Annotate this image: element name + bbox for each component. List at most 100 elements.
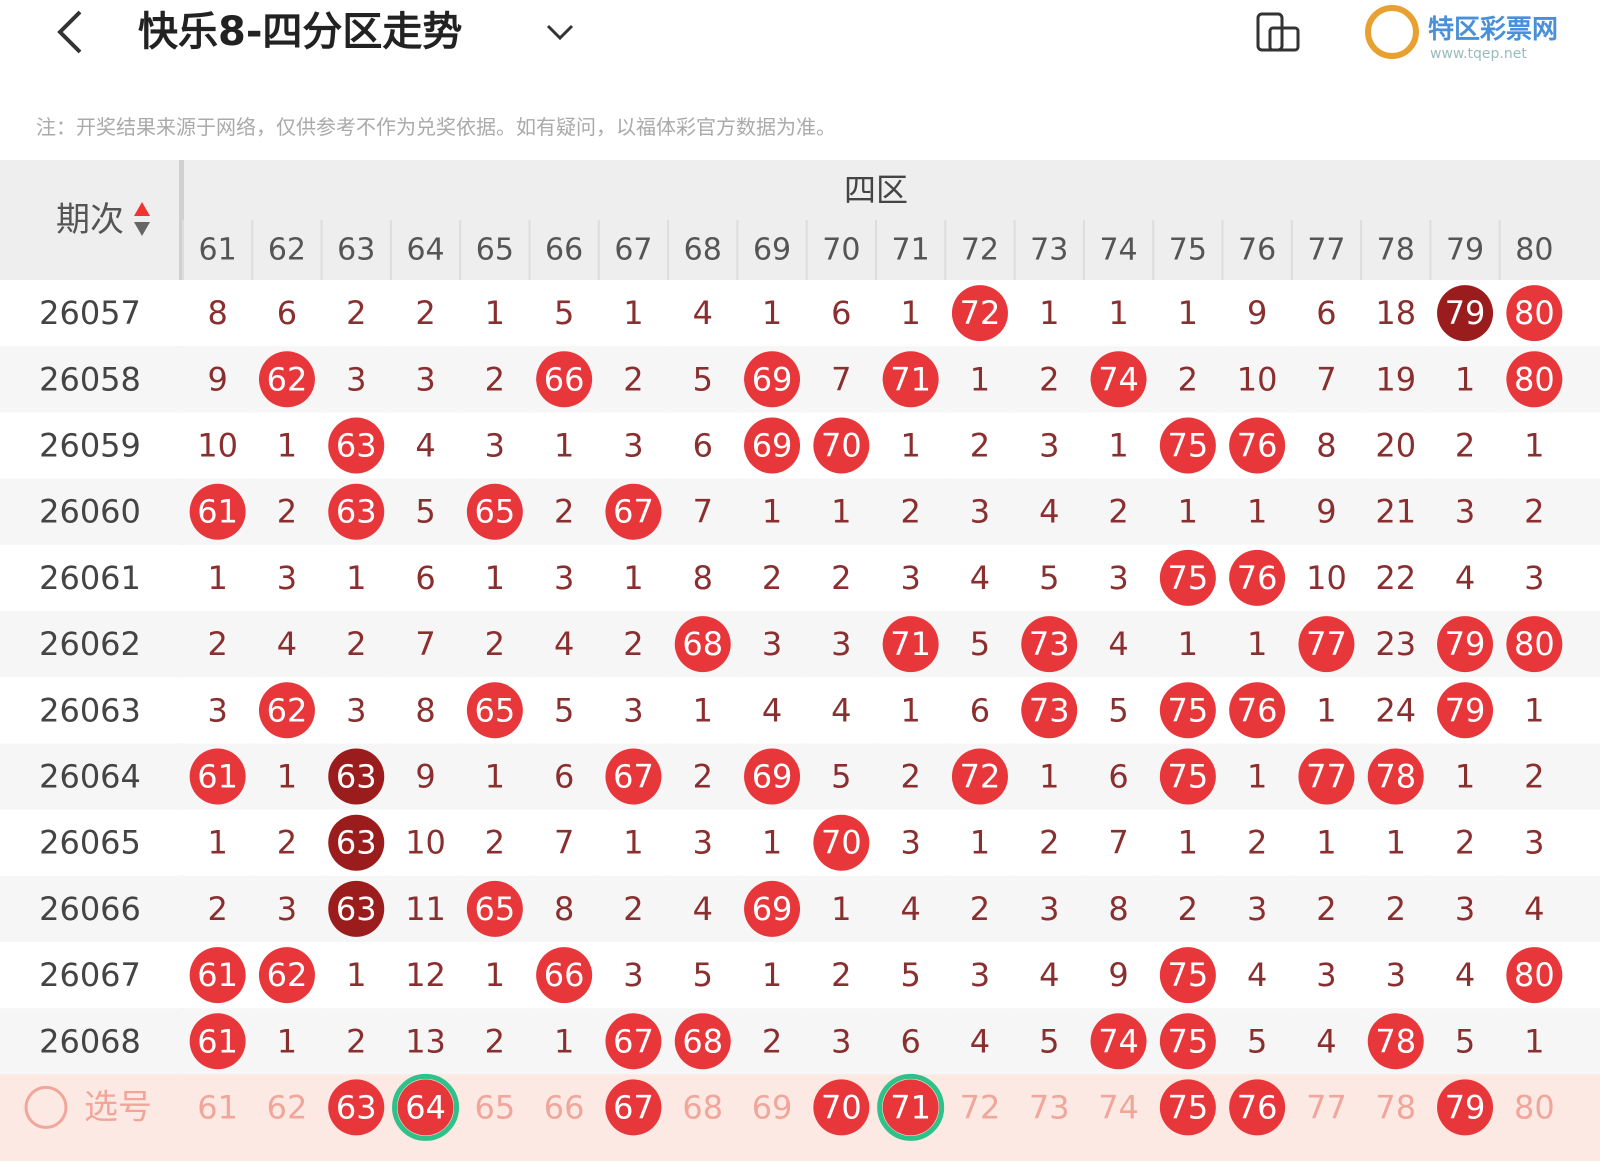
hit-number: 80 xyxy=(1514,294,1555,332)
select-number[interactable]: 69 xyxy=(752,1088,793,1126)
selected-ball[interactable] xyxy=(328,1079,385,1136)
select-number[interactable]: 70 xyxy=(821,1088,862,1126)
miss-count: 6 xyxy=(900,1022,920,1060)
miss-count: 5 xyxy=(970,625,990,663)
miss-count: 5 xyxy=(1039,1022,1059,1060)
select-number[interactable]: 71 xyxy=(890,1088,931,1126)
miss-count: 1 xyxy=(1524,1022,1544,1060)
miss-count: 1 xyxy=(277,758,297,796)
hit-ball xyxy=(605,483,662,540)
miss-count: 6 xyxy=(970,691,990,729)
hit-number: 76 xyxy=(1237,427,1278,465)
miss-count: 6 xyxy=(277,294,297,332)
miss-count: 20 xyxy=(1375,427,1416,465)
miss-count: 2 xyxy=(277,824,297,862)
miss-count: 2 xyxy=(623,360,643,398)
issue-number: 26065 xyxy=(39,824,141,862)
miss-count: 1 xyxy=(1039,758,1059,796)
selected-ball[interactable] xyxy=(813,1079,870,1136)
miss-count: 3 xyxy=(623,691,643,729)
hit-number: 78 xyxy=(1375,758,1416,796)
miss-count: 1 xyxy=(485,956,505,994)
selected-ball[interactable] xyxy=(1159,1079,1216,1136)
selected-ball[interactable] xyxy=(1437,1079,1494,1136)
brand-name: 特区彩票网 xyxy=(1428,14,1558,45)
select-number[interactable]: 61 xyxy=(197,1088,238,1126)
miss-count: 5 xyxy=(693,360,713,398)
selected-ball[interactable] xyxy=(1229,1079,1286,1136)
select-number[interactable]: 75 xyxy=(1167,1088,1208,1126)
column-header: 66 xyxy=(545,233,583,268)
select-number[interactable]: 62 xyxy=(267,1088,308,1126)
miss-count: 1 xyxy=(1524,691,1544,729)
miss-count: 10 xyxy=(1237,360,1278,398)
miss-count: 2 xyxy=(831,559,851,597)
select-number[interactable]: 78 xyxy=(1375,1088,1416,1126)
miss-count: 1 xyxy=(900,294,920,332)
miss-count: 1 xyxy=(485,294,505,332)
select-number[interactable]: 68 xyxy=(682,1088,723,1126)
hit-number: 75 xyxy=(1167,427,1208,465)
hit-ball xyxy=(882,616,939,673)
miss-count: 10 xyxy=(1306,559,1347,597)
hit-ball xyxy=(328,880,385,937)
miss-count: 1 xyxy=(623,824,643,862)
issue-header[interactable]: 期次 xyxy=(56,200,124,240)
select-number[interactable]: 79 xyxy=(1445,1088,1486,1126)
issue-number: 26066 xyxy=(39,890,141,928)
column-header: 64 xyxy=(406,233,444,268)
hit-number: 67 xyxy=(613,493,654,531)
hit-ball xyxy=(189,1013,246,1070)
selected-ball[interactable] xyxy=(397,1079,454,1136)
miss-count: 4 xyxy=(1524,890,1544,928)
miss-count: 1 xyxy=(554,1022,574,1060)
hit-number: 79 xyxy=(1445,691,1486,729)
miss-count: 1 xyxy=(1386,824,1406,862)
title-dropdown[interactable] xyxy=(546,24,574,41)
miss-count: 1 xyxy=(346,956,366,994)
row-bg xyxy=(0,677,1600,744)
issue-number: 26059 xyxy=(39,427,141,465)
miss-count: 8 xyxy=(693,559,713,597)
column-header: 71 xyxy=(892,233,930,268)
select-number[interactable]: 66 xyxy=(544,1088,585,1126)
hit-number: 69 xyxy=(752,360,793,398)
hit-ball xyxy=(1298,616,1355,673)
select-radio[interactable] xyxy=(24,1085,68,1129)
miss-count: 4 xyxy=(693,294,713,332)
select-number[interactable]: 80 xyxy=(1514,1088,1555,1126)
miss-count: 4 xyxy=(1455,956,1475,994)
select-number[interactable]: 77 xyxy=(1306,1088,1347,1126)
rotate-icon-part xyxy=(1268,26,1300,52)
miss-count: 21 xyxy=(1375,493,1416,531)
select-number[interactable]: 76 xyxy=(1237,1088,1278,1126)
hit-number: 75 xyxy=(1167,956,1208,994)
back-button[interactable] xyxy=(57,10,82,54)
miss-count: 3 xyxy=(277,890,297,928)
miss-count: 4 xyxy=(831,691,851,729)
miss-count: 2 xyxy=(1316,890,1336,928)
miss-count: 3 xyxy=(1386,956,1406,994)
miss-count: 1 xyxy=(277,1022,297,1060)
select-number[interactable]: 67 xyxy=(613,1088,654,1126)
selected-ball[interactable] xyxy=(882,1079,939,1136)
hit-ball xyxy=(1229,549,1286,606)
hit-ball xyxy=(1367,748,1424,805)
select-number[interactable]: 73 xyxy=(1029,1088,1070,1126)
miss-count: 1 xyxy=(900,427,920,465)
miss-count: 3 xyxy=(693,824,713,862)
select-number[interactable]: 63 xyxy=(336,1088,377,1126)
miss-count: 3 xyxy=(485,427,505,465)
row-bg xyxy=(0,611,1600,678)
select-number[interactable]: 64 xyxy=(405,1088,446,1126)
miss-count: 1 xyxy=(1316,691,1336,729)
miss-count: 2 xyxy=(970,890,990,928)
select-number[interactable]: 74 xyxy=(1098,1088,1139,1126)
miss-count: 4 xyxy=(1039,493,1059,531)
select-number[interactable]: 65 xyxy=(474,1088,515,1126)
issue-number: 26063 xyxy=(39,691,141,729)
miss-count: 19 xyxy=(1375,360,1416,398)
selected-ball[interactable] xyxy=(605,1079,662,1136)
select-number[interactable]: 72 xyxy=(960,1088,1001,1126)
hit-number: 68 xyxy=(682,1022,723,1060)
